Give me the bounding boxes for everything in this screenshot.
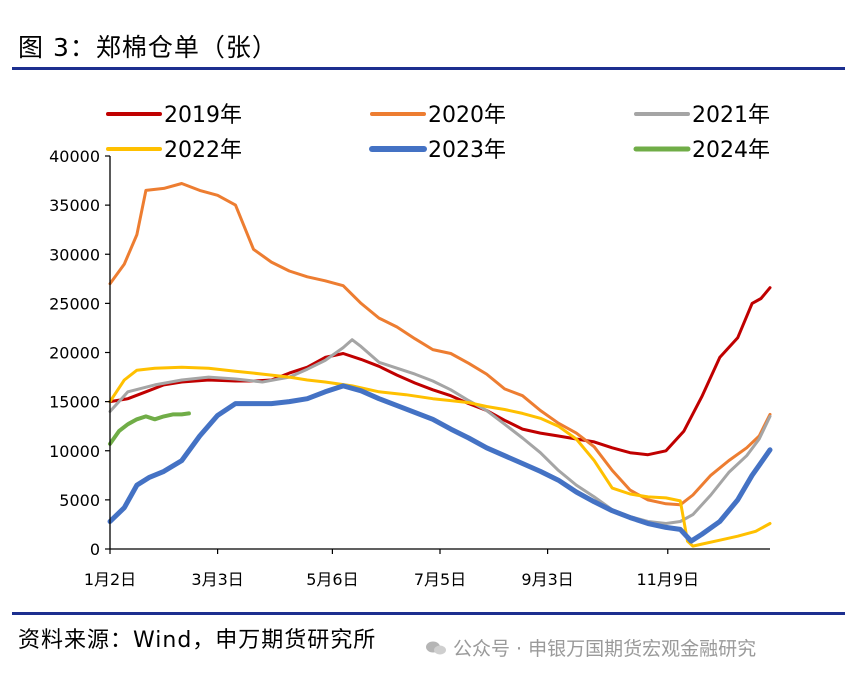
legend-label-2: 2021年 xyxy=(692,103,770,128)
series-line-5 xyxy=(108,411,191,446)
y-tick-label: 20000 xyxy=(49,344,100,363)
bottom-divider xyxy=(12,612,845,615)
y-tick-label: 10000 xyxy=(49,442,100,461)
y-tick-label: 30000 xyxy=(49,245,100,264)
axes: 0 5000 10000 15000 20000 25000 30000 35000 40000… xyxy=(49,147,770,589)
y-tick-label: 0 xyxy=(90,540,100,559)
legend-label-5: 2024年 xyxy=(692,138,770,163)
legend-label-3: 2022年 xyxy=(164,138,242,163)
wechat-icon xyxy=(426,641,446,654)
watermark-text: 公众号 · 申银万国期货宏观金融研究 xyxy=(453,638,757,660)
y-tick-label: 40000 xyxy=(49,147,100,166)
legend-label-4: 2023年 xyxy=(428,138,506,163)
legend-label-0: 2019年 xyxy=(164,103,242,128)
x-tick-label: 11月9日 xyxy=(636,570,699,589)
line-chart: 2019年 2020年 2021年 2022年 2023年 2024年 0 5000 1000… xyxy=(49,103,773,589)
series-line-0 xyxy=(108,286,772,457)
x-tick-label: 7月5日 xyxy=(414,570,466,589)
x-tick-label: 3月3日 xyxy=(191,570,243,589)
watermark: 公众号 · 申银万国期货宏观金融研究 xyxy=(425,634,756,661)
top-divider xyxy=(12,67,845,70)
y-tick-label: 5000 xyxy=(59,491,100,510)
page-title: 图 3：郑棉仓单（张） xyxy=(18,33,278,62)
series-line-4 xyxy=(107,383,773,544)
y-tick-label: 25000 xyxy=(49,294,100,313)
series-line-1 xyxy=(108,182,772,507)
legend-label-1: 2020年 xyxy=(428,103,506,128)
x-tick-label: 1月2日 xyxy=(84,570,136,589)
series-layer xyxy=(107,182,773,548)
legend: 2019年 2020年 2021年 2022年 2023年 2024年 xyxy=(106,103,770,163)
y-tick-label: 35000 xyxy=(49,196,100,215)
series-line-2 xyxy=(108,338,772,525)
x-tick-label: 5月6日 xyxy=(306,570,358,589)
y-tick-label: 15000 xyxy=(49,393,100,412)
x-tick-label: 9月3日 xyxy=(521,570,573,589)
series-line-3 xyxy=(108,365,772,548)
source-note: 资料来源：Wind，申万期货研究所 xyxy=(18,628,377,653)
